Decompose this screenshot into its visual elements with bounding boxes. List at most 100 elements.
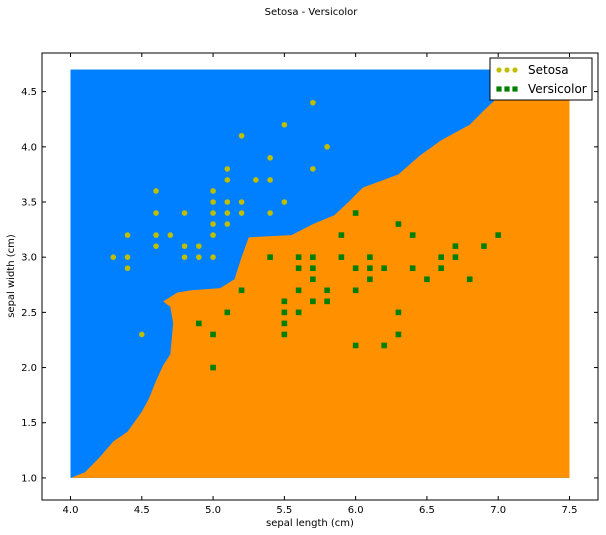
x-tick-label: 7.5	[562, 505, 578, 516]
point-versicolor	[295, 287, 302, 294]
point-setosa	[224, 221, 231, 227]
legend-label-versicolor: Versicolor	[528, 82, 587, 96]
point-versicolor	[352, 287, 359, 294]
point-setosa	[167, 232, 174, 238]
point-versicolor	[196, 320, 202, 327]
point-versicolor	[238, 287, 245, 294]
point-setosa	[224, 177, 231, 183]
x-tick-label: 4.0	[63, 505, 79, 516]
point-setosa	[267, 177, 273, 183]
point-setosa	[267, 210, 273, 216]
point-setosa	[110, 254, 117, 260]
x-tick-label: 4.5	[134, 505, 150, 516]
point-setosa	[238, 210, 245, 216]
point-versicolor	[338, 232, 345, 238]
point-setosa	[153, 188, 159, 194]
point-versicolor	[281, 309, 288, 316]
x-axis-title: sepal length (cm)	[266, 518, 354, 529]
chart-title: Setosa - Versicolor	[265, 7, 359, 18]
point-versicolor	[210, 364, 216, 371]
y-tick-label: 4.5	[21, 87, 37, 98]
point-setosa	[210, 188, 216, 194]
x-axis: 4.0 4.5 5.0 5.5 6.0 6.5 7.0 7.5	[63, 53, 578, 516]
point-versicolor	[452, 243, 459, 249]
point-setosa	[124, 265, 131, 272]
point-versicolor	[295, 254, 302, 260]
point-versicolor	[210, 331, 216, 338]
point-versicolor	[481, 243, 487, 249]
point-versicolor	[310, 276, 316, 283]
point-versicolor	[310, 265, 316, 272]
point-versicolor	[438, 265, 444, 272]
point-versicolor	[310, 254, 316, 260]
point-versicolor	[310, 298, 316, 305]
point-versicolor	[367, 254, 373, 260]
legend-marker-versicolor	[512, 86, 518, 92]
point-versicolor	[495, 232, 502, 238]
point-versicolor	[324, 287, 330, 294]
x-tick-label: 7.0	[490, 505, 506, 516]
point-versicolor	[352, 265, 359, 272]
legend-label-setosa: Setosa	[528, 63, 569, 77]
point-versicolor	[352, 210, 359, 216]
legend-marker-versicolor	[496, 86, 502, 92]
y-tick-label: 1.5	[21, 418, 37, 429]
point-versicolor	[424, 276, 430, 283]
x-tick-label: 5.5	[276, 505, 292, 516]
legend-box	[489, 57, 593, 101]
y-tick-label: 4.0	[21, 142, 37, 153]
point-setosa	[238, 199, 245, 205]
legend-marker-versicolor	[504, 86, 510, 92]
point-versicolor	[224, 309, 231, 316]
point-setosa	[210, 232, 216, 238]
point-setosa	[196, 254, 202, 260]
point-versicolor	[281, 331, 288, 338]
point-versicolor	[338, 254, 345, 260]
point-setosa	[281, 121, 288, 128]
point-setosa	[153, 243, 159, 249]
point-versicolor	[295, 265, 302, 272]
point-setosa	[153, 210, 159, 216]
point-setosa	[253, 177, 259, 183]
point-setosa	[181, 243, 188, 249]
point-setosa	[238, 132, 245, 139]
point-setosa	[181, 254, 188, 260]
point-versicolor	[395, 309, 402, 316]
point-versicolor	[395, 221, 402, 227]
decision-regions	[70, 69, 570, 478]
y-tick-label: 2.5	[21, 308, 37, 319]
point-versicolor	[367, 276, 373, 283]
data-points	[110, 99, 502, 371]
point-versicolor	[409, 232, 416, 238]
y-axis: 1.0 1.5 2.0 2.5 3.0 3.5 4.0 4.5	[21, 87, 598, 484]
point-setosa	[310, 99, 316, 106]
point-versicolor	[466, 276, 473, 283]
point-versicolor	[281, 320, 288, 327]
legend: Setosa Versicolor	[489, 57, 593, 101]
point-setosa	[181, 210, 188, 216]
point-setosa	[224, 166, 231, 172]
point-setosa	[124, 254, 131, 260]
point-versicolor	[367, 265, 373, 272]
point-versicolor	[281, 298, 288, 305]
region-versicolor	[70, 69, 570, 478]
point-versicolor	[295, 309, 302, 316]
y-tick-label: 2.0	[21, 363, 37, 374]
point-setosa	[138, 331, 145, 338]
plot-frame	[41, 52, 599, 501]
point-versicolor	[409, 265, 416, 272]
point-setosa	[210, 210, 216, 216]
x-tick-label: 6.0	[348, 505, 364, 516]
point-versicolor	[267, 254, 273, 260]
point-versicolor	[381, 265, 387, 272]
point-setosa	[196, 243, 202, 249]
legend-marker-setosa	[504, 67, 510, 73]
point-setosa	[324, 144, 330, 150]
point-setosa	[153, 232, 159, 238]
point-versicolor	[381, 342, 387, 349]
y-tick-label: 1.0	[21, 473, 37, 484]
point-versicolor	[438, 254, 444, 260]
y-tick-label: 3.0	[21, 253, 37, 264]
point-versicolor	[395, 331, 402, 338]
